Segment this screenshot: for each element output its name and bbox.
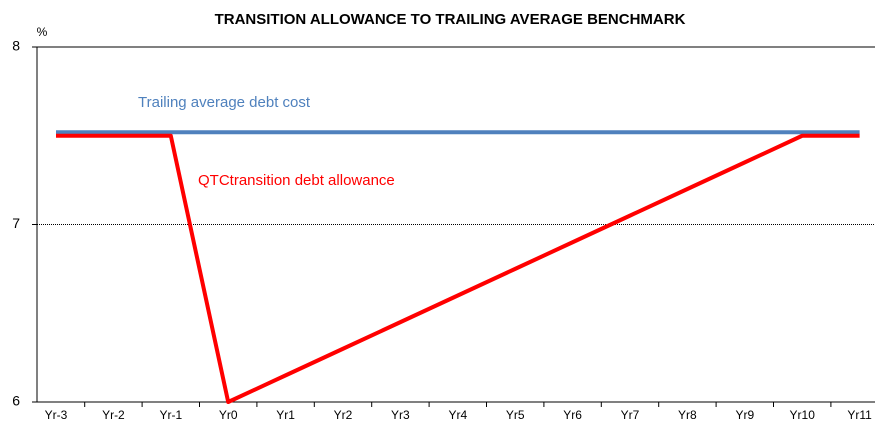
x-tick-label: Yr9 (735, 408, 754, 422)
y-tick-label: 7 (12, 215, 20, 231)
chart-title: TRANSITION ALLOWANCE TO TRAILING AVERAGE… (215, 11, 686, 28)
x-tick-label: Yr11 (847, 408, 872, 422)
series-line (56, 133, 860, 404)
x-tick-label: Yr2 (334, 408, 353, 422)
x-tick-label: Yr3 (391, 408, 410, 422)
x-tick-label: Yr-2 (102, 408, 125, 422)
x-tick-label: Yr-3 (45, 408, 68, 422)
x-tick-label: Yr10 (790, 408, 816, 422)
x-tick-label: Yr0 (219, 408, 238, 422)
x-tick-label: Yr4 (448, 408, 467, 422)
x-tick-label: Yr7 (621, 408, 640, 422)
y-axis-label: % (37, 25, 48, 39)
x-tick-label: Yr6 (563, 408, 582, 422)
x-tick-label: Yr-1 (159, 408, 182, 422)
y-tick-label: 6 (12, 393, 20, 409)
series-label: Trailing average debt cost (138, 94, 311, 111)
x-tick-label: Yr1 (276, 408, 295, 422)
series-label: QTCtransition debt allowance (198, 172, 395, 189)
x-tick-label: Yr8 (678, 408, 697, 422)
y-tick-label: 8 (12, 38, 20, 54)
x-tick-label: Yr5 (506, 408, 525, 422)
